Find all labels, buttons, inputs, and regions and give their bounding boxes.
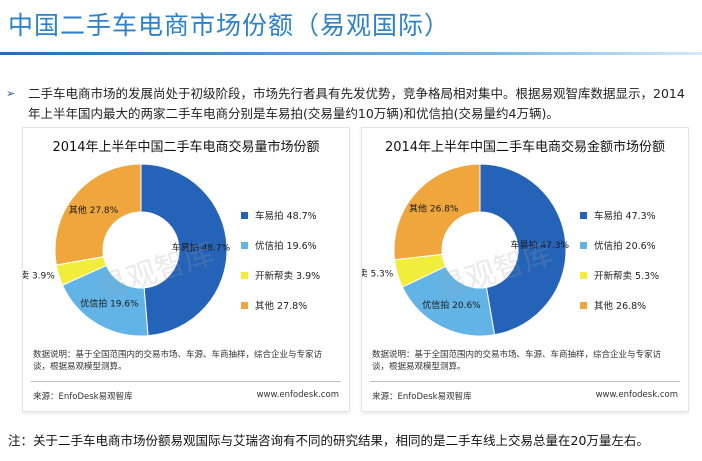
legend-item-youxinpai: 优信拍 20.6% [580, 238, 686, 252]
legend-item-youxinpai: 优信拍 19.6% [241, 238, 347, 252]
data-note: 数据说明：基于全国范围内的交易市场、车源、车商抽样，综合企业与专家访谈，根据易观… [372, 350, 662, 372]
legend-label: 其他 27.8% [255, 301, 308, 312]
donut-slice-cheyipai [479, 163, 567, 336]
legend-label: 车易拍 48.7% [255, 211, 317, 222]
donut-slice-youxinpai [401, 265, 496, 337]
slice-label-other: 其他 27.8% [69, 204, 119, 216]
slice-label-youxinpai: 优信拍 20.6% [422, 299, 481, 311]
donut-slice-cheyipai [140, 163, 228, 337]
footnote: 注：关于二手车电商市场份额易观国际与艾瑞咨询有不同的研究结果，相同的是二手车线上… [8, 433, 649, 448]
legend-label: 开新帮卖 5.3% [594, 271, 660, 282]
slice-label-other: 其他 26.8% [409, 203, 459, 215]
slice-label-cheyipai: 车易拍 48.7% [172, 242, 231, 254]
donut-slice-other [393, 163, 481, 261]
chart-legend: 车易拍 48.7% 优信拍 19.6% 开新帮卖 3.9% 其他 27.8% [241, 208, 347, 328]
title-divider [0, 52, 702, 55]
site-url: www.enfodesk.com [256, 390, 339, 400]
legend-label: 开新帮卖 3.9% [255, 271, 321, 282]
legend-item-cheyipai: 车易拍 47.3% [580, 208, 686, 222]
intro-text: 二手车电商市场的发展尚处于初级阶段，市场先行者具有先发优势，竞争格局相对集中。根… [28, 86, 685, 121]
chart-title: 2014年上半年中国二手车电商交易金额市场份额 [384, 140, 666, 155]
legend-label: 其他 26.8% [594, 301, 647, 312]
legend-item-other: 其他 26.8% [580, 298, 686, 312]
legend-swatch [580, 302, 587, 309]
legend-swatch [580, 242, 587, 249]
slice-label-kaixin: 开新帮卖 3.9% [23, 269, 55, 281]
source-label: 来源：EnfoDesk易观智库 [33, 392, 133, 402]
chart-title: 2014年上半年中国二手车电商交易量市场份额 [52, 140, 320, 155]
volume-share-panel: 2014年上半年中国二手车电商交易量市场份额 车易拍 48.7% 优信拍 19.6… [23, 128, 349, 411]
site-url: www.enfodesk.com [595, 390, 678, 400]
panel-divider [370, 381, 680, 382]
slice-label-kaixin: 开新帮卖 5.3% [362, 268, 394, 280]
legend-swatch [241, 302, 248, 309]
donut-slice-other [54, 163, 142, 266]
amount-donut-chart: 车易拍 47.3% 优信拍 20.6% 开新帮卖 5.3% 其他 26.8% [362, 163, 570, 337]
legend-label: 优信拍 20.6% [594, 241, 656, 252]
intro-paragraph: ➢ 二手车电商市场的发展尚处于初级阶段，市场先行者具有先发优势，竞争格局相对集中… [6, 84, 696, 124]
legend-swatch [580, 212, 587, 219]
legend-swatch [241, 272, 248, 279]
legend-swatch [241, 242, 248, 249]
legend-swatch [580, 272, 587, 279]
chart-legend: 车易拍 47.3% 优信拍 20.6% 开新帮卖 5.3% 其他 26.8% [580, 208, 686, 328]
legend-item-other: 其他 27.8% [241, 298, 347, 312]
legend-label: 车易拍 47.3% [594, 211, 656, 222]
amount-share-panel: 2014年上半年中国二手车电商交易金额市场份额 车易拍 47.3% 优信拍 20.… [362, 128, 688, 411]
legend-label: 优信拍 19.6% [255, 241, 317, 252]
panel-divider [31, 381, 341, 382]
volume-donut-chart: 车易拍 48.7% 优信拍 19.6% 开新帮卖 3.9% 其他 27.8% [23, 163, 231, 337]
legend-swatch [241, 212, 248, 219]
source-label: 来源：EnfoDesk易观智库 [372, 392, 472, 402]
data-note: 数据说明：基于全国范围内的交易市场、车源、车商抽样，综合企业与专家访谈，根据易观… [33, 350, 323, 372]
slice-label-cheyipai: 车易拍 47.3% [511, 239, 570, 251]
bullet-arrow-icon: ➢ [6, 87, 16, 100]
legend-item-cheyipai: 车易拍 48.7% [241, 208, 347, 222]
legend-item-kaixin: 开新帮卖 5.3% [580, 268, 686, 282]
legend-item-kaixin: 开新帮卖 3.9% [241, 268, 347, 282]
page-title: 中国二手车电商市场份额（易观国际） [8, 11, 451, 40]
slice-label-youxinpai: 优信拍 19.6% [80, 297, 139, 309]
